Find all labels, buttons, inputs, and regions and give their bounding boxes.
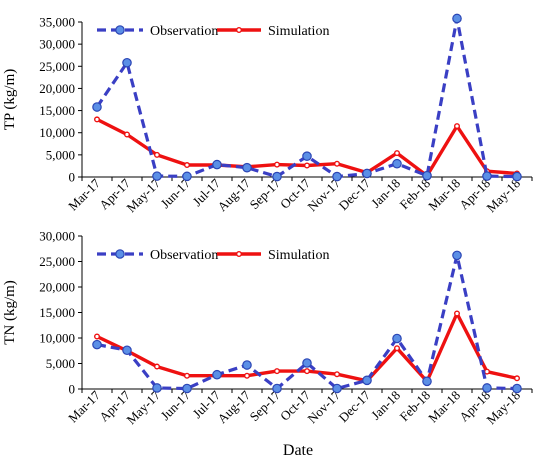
y-tick-label: 30,000: [39, 229, 75, 244]
x-tick-label: Dec-17: [335, 175, 373, 213]
y-tick-label: 5,000: [46, 356, 75, 371]
y-tick-label: 10,000: [39, 125, 75, 140]
x-tick-label: May-17: [123, 175, 163, 215]
observation-point: [272, 171, 282, 182]
observation-point: [332, 171, 342, 182]
observation-point: [242, 360, 252, 370]
simulation-point: [93, 333, 100, 340]
simulation-point: [274, 161, 281, 168]
simulation-point: [334, 371, 341, 378]
observation-point: [212, 159, 222, 170]
x-tick-label: Aug-17: [214, 387, 253, 426]
observation-point: [182, 171, 192, 182]
simulation-point: [484, 368, 491, 375]
legend-simulation-marker: [235, 250, 242, 257]
observation-point: [302, 151, 312, 161]
tn-chart-panel: 0 5,000 10,000 15,000 20,000 25,000 30,000 Mar-…: [2, 229, 533, 428]
y-tick-label: 30,000: [39, 37, 75, 52]
y-axis-title: TP (kg/m): [2, 69, 18, 131]
simulation-point: [394, 150, 401, 157]
x-tick-label: Jan-18: [368, 388, 403, 423]
simulation-point: [93, 116, 100, 123]
simulation-point: [153, 363, 160, 370]
y-tick-label: 15,000: [39, 305, 75, 320]
y-tick-label: 10,000: [39, 331, 75, 346]
observation-point: [362, 375, 372, 386]
simulation-point: [123, 131, 130, 138]
legend-simulation-label: Simulation: [268, 248, 329, 263]
observation-point: [152, 171, 162, 181]
y-tick-label: 20,000: [39, 280, 75, 295]
simulation-point: [514, 375, 521, 382]
x-tick-label: Jan-18: [368, 176, 403, 211]
simulation-point: [153, 151, 160, 158]
observation-point: [392, 333, 402, 344]
observation-point: [92, 339, 102, 350]
observation-point: [392, 158, 402, 169]
observation-point: [512, 383, 522, 394]
x-tick-label: May-18: [483, 176, 523, 216]
y-tick-label: 0: [69, 382, 76, 397]
simulation-point: [274, 368, 281, 375]
observation-point: [272, 383, 282, 394]
observation-point: [452, 250, 462, 261]
observation-point: [362, 168, 372, 179]
tp-chart-panel: 0 5,000 10,000 15,000 20,000 25,000 30,000 35,0…: [2, 13, 533, 216]
observation-point: [242, 162, 252, 173]
simulation-point: [183, 162, 190, 169]
observation-point: [92, 102, 102, 112]
y-tick-label: 25,000: [39, 254, 75, 269]
observation-point: [422, 376, 432, 387]
observation-point: [212, 369, 222, 380]
simulation-point: [183, 372, 190, 379]
observation-point: [122, 57, 132, 68]
x-tick-label: Mar-18: [425, 388, 463, 426]
x-tick-label: May-17: [123, 387, 163, 427]
simulation-point: [454, 310, 461, 317]
y-tick-label: 25,000: [39, 59, 75, 74]
x-tick-label: Mar-18: [425, 176, 463, 214]
observation-point: [482, 171, 492, 181]
legend-observation-label: Observation: [150, 24, 218, 39]
y-tick-label: 20,000: [39, 81, 75, 96]
observation-point: [422, 170, 432, 181]
simulation-point: [304, 162, 311, 169]
y-tick-label: 5,000: [46, 147, 75, 162]
legend-simulation-marker: [235, 27, 242, 34]
simulation-point: [454, 123, 461, 130]
simulation-point: [394, 345, 401, 352]
legend-simulation-label: Simulation: [268, 24, 329, 39]
legend-observation-marker: [115, 249, 125, 259]
x-tick-label: May-18: [483, 388, 523, 428]
simulation-point: [334, 160, 341, 167]
observation-point: [152, 383, 162, 393]
observation-point: [452, 13, 462, 24]
x-tick-label: Dec-17: [335, 387, 373, 425]
legend-observation-marker: [115, 25, 125, 35]
simulation-point: [243, 372, 250, 379]
observation-point: [182, 383, 192, 394]
y-tick-label: 0: [69, 170, 76, 185]
x-tick-label: Aug-17: [214, 175, 253, 214]
x-axis-title: Date: [283, 442, 313, 459]
observation-series-line: [96, 253, 518, 391]
observation-point: [482, 383, 492, 393]
observation-point: [302, 358, 312, 368]
simulation-point: [304, 368, 311, 375]
observation-point: [512, 171, 522, 182]
y-tick-label: 15,000: [39, 103, 75, 118]
y-axis-title: TN (kg/m): [2, 280, 18, 345]
observation-point: [122, 345, 132, 356]
legend-observation-label: Observation: [150, 248, 218, 263]
y-tick-label: 35,000: [39, 15, 75, 30]
observation-point: [332, 383, 342, 394]
